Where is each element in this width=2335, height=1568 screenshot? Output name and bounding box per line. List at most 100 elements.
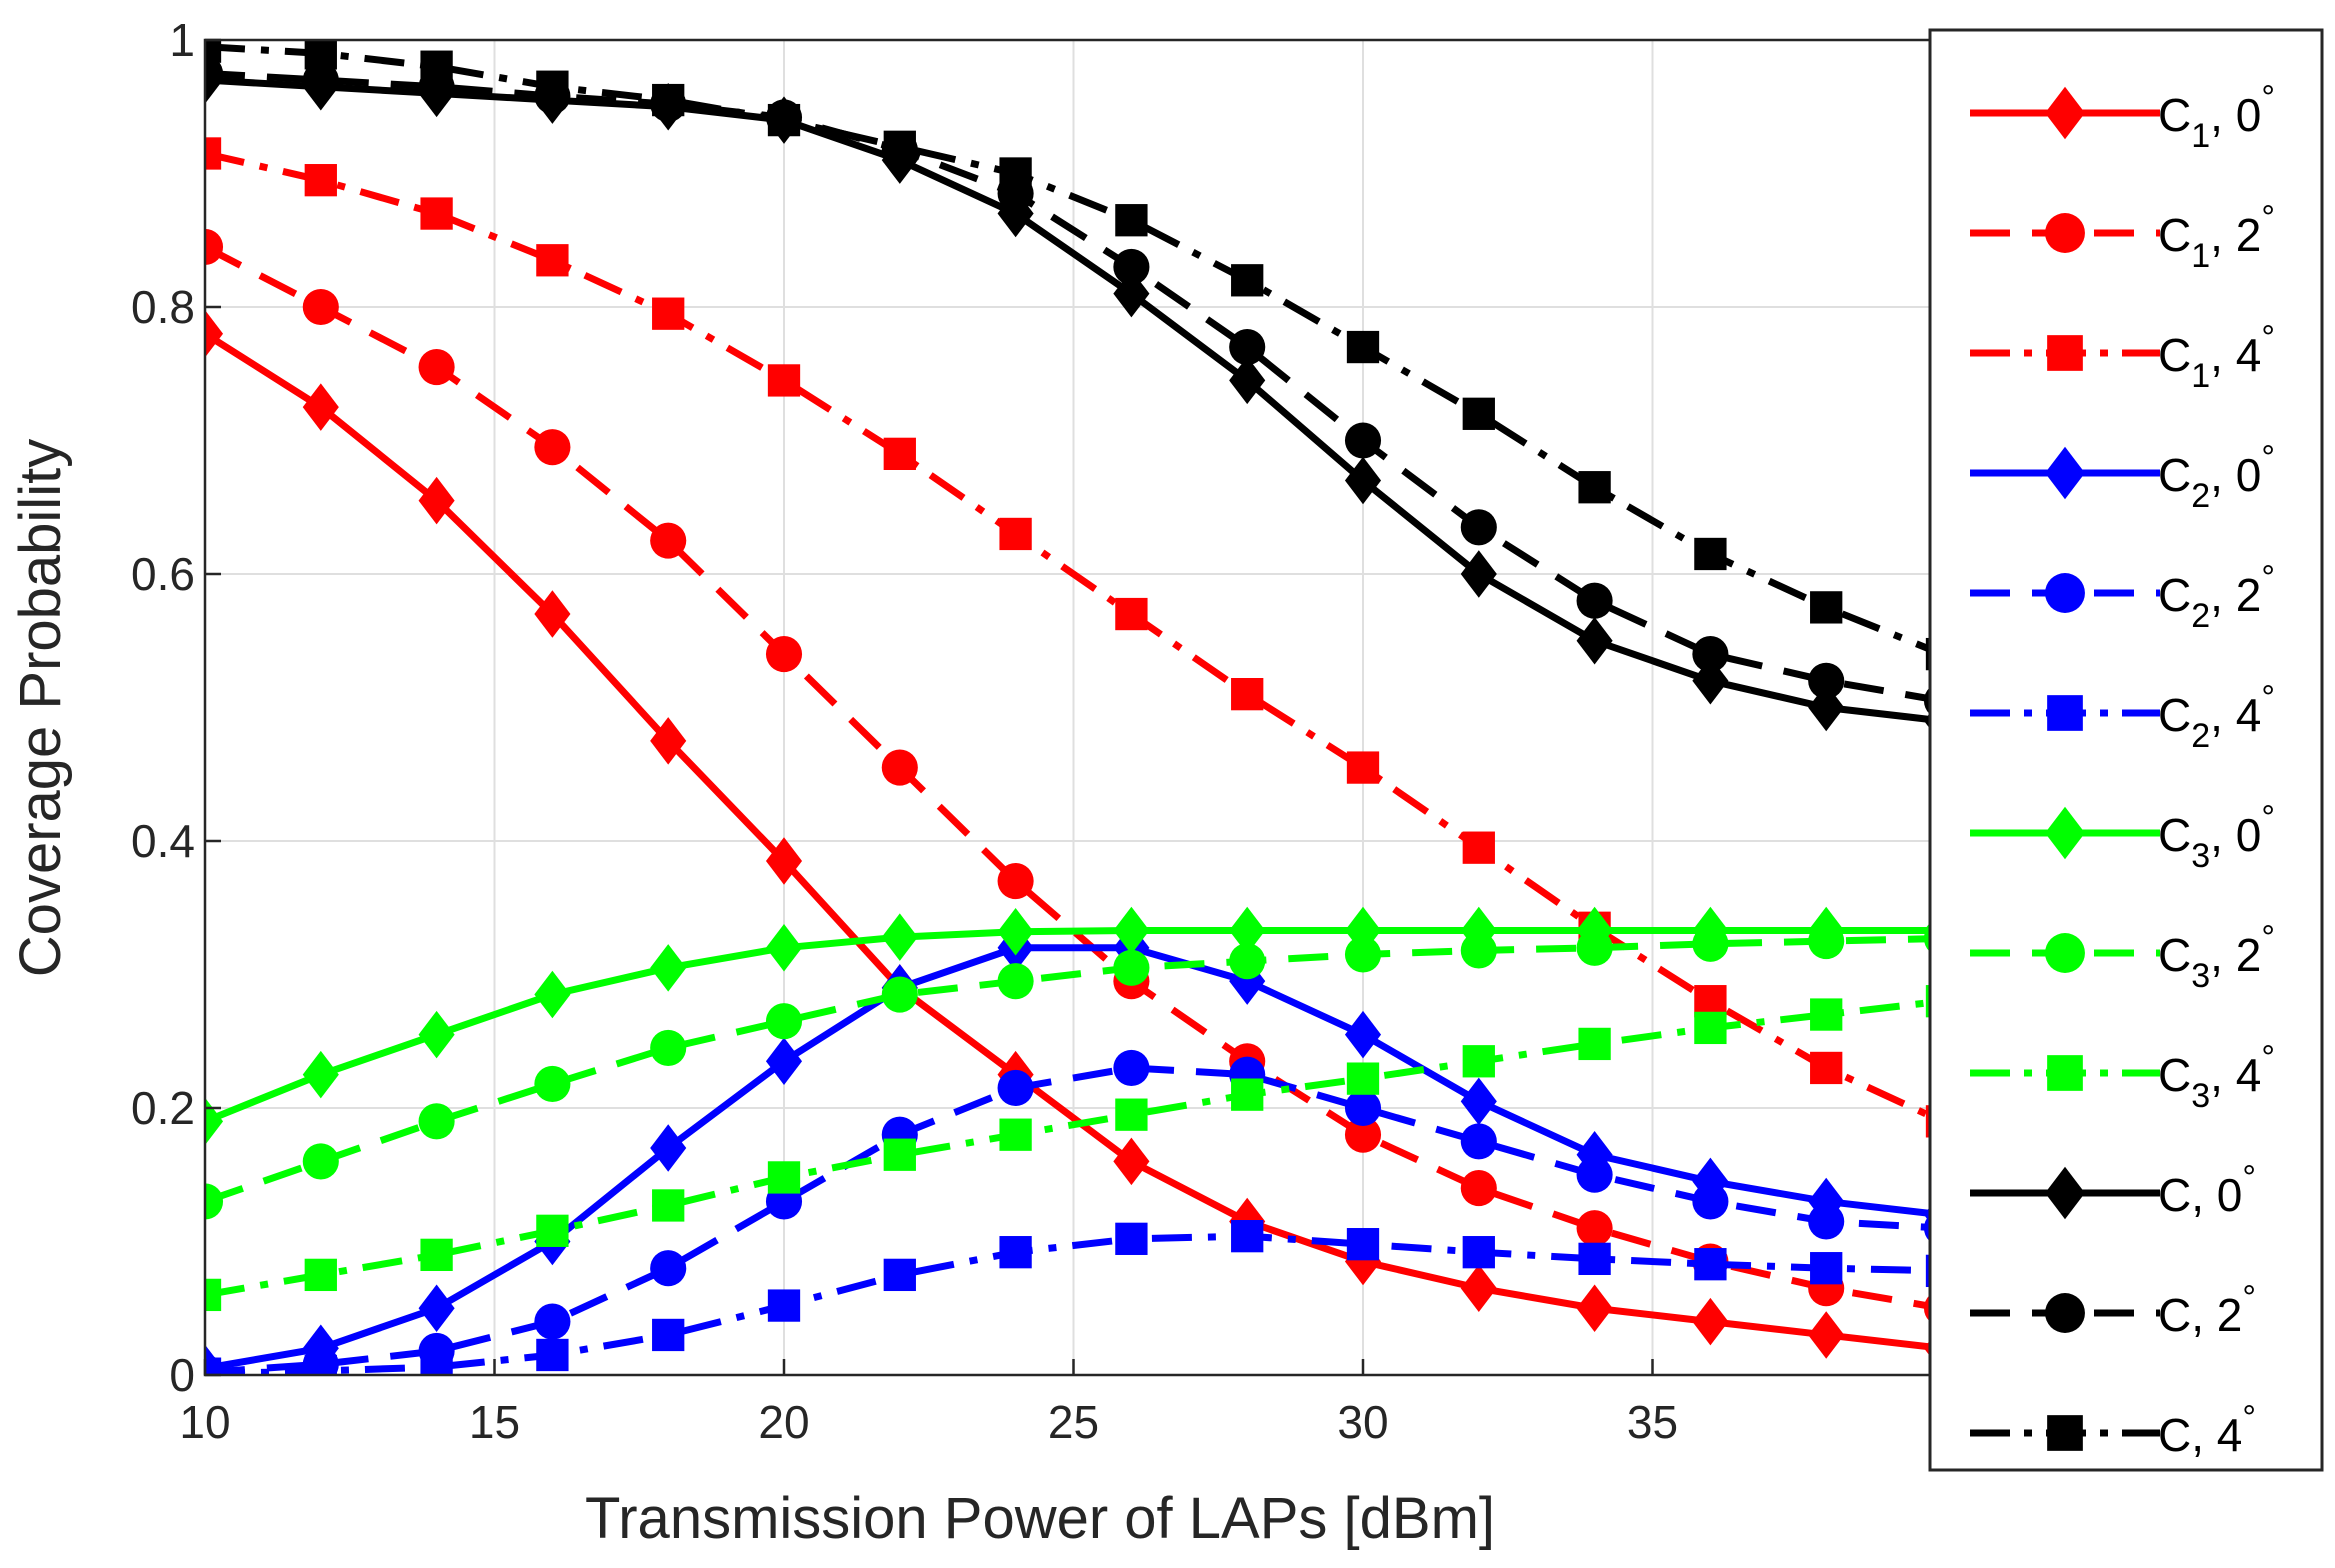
legend-entry-4: C2, 2° (1970, 559, 2275, 635)
legend-label-11: C, 4° (2158, 1399, 2256, 1461)
data-point-10-1 (302, 62, 339, 99)
legend-entry-7: C3, 2° (1970, 919, 2275, 995)
data-point-1-12 (1576, 1210, 1613, 1247)
axes: 10 15 20 25 30 35 0 0.2 0.4 0.6 0.8 1 (131, 14, 1944, 1448)
data-point-11-10 (1346, 330, 1380, 364)
data-point-4-12 (1576, 1156, 1613, 1193)
data-point-5-11 (1462, 1236, 1495, 1269)
series-line-11 (205, 43, 1942, 658)
data-point-1-4 (650, 522, 687, 559)
data-point-11-0 (205, 40, 222, 63)
data-point-5-4 (652, 1318, 685, 1352)
data-point-8-4 (652, 1189, 685, 1222)
data-point-0-4 (650, 717, 687, 765)
data-point-4-7 (997, 1069, 1034, 1107)
data-point-1-0 (205, 228, 224, 265)
data-point-11-4 (652, 83, 685, 117)
data-point-2-11 (1462, 831, 1495, 864)
data-point-11-11 (1462, 397, 1495, 430)
data-point-3-4 (650, 1124, 687, 1172)
legend-entry-1: C1, 2° (1970, 199, 2275, 275)
data-point-5-0 (205, 1357, 222, 1375)
data-point-8-9 (1231, 1078, 1264, 1111)
series-layer (205, 40, 1942, 1375)
data-point-5-12 (1578, 1242, 1611, 1276)
data-point-1-10 (1344, 1116, 1382, 1153)
data-point-11-8 (1115, 204, 1148, 237)
data-point-4-4 (650, 1250, 687, 1287)
legend-entry-10: C, 2° (1970, 1279, 2256, 1341)
legend-entry-8: C3, 4° (1970, 1039, 2275, 1115)
data-point-10-11 (1460, 509, 1497, 546)
series-line-2 (205, 150, 1942, 1125)
data-point-8-6 (883, 1138, 916, 1171)
data-point-9-10 (1344, 456, 1382, 505)
x-tick-label: 30 (1337, 1396, 1388, 1448)
data-point-10-10 (1344, 422, 1382, 459)
data-point-1-2 (418, 349, 455, 386)
data-point-0-1 (302, 383, 339, 431)
data-point-2-14 (1810, 1051, 1843, 1085)
legend-entry-11: C, 4° (1970, 1399, 2256, 1461)
data-point-8-3 (536, 1214, 569, 1247)
data-point-5-1 (304, 1354, 337, 1375)
data-point-1-5 (765, 636, 803, 673)
data-point-6-4 (650, 944, 687, 992)
data-point-8-7 (999, 1118, 1032, 1151)
legend-marker-8 (2047, 1055, 2083, 1091)
data-point-2-9 (1231, 678, 1264, 711)
legend-entry-6: C3, 0° (1970, 799, 2275, 875)
data-point-6-9 (1229, 906, 1266, 955)
series-8 (205, 985, 1942, 1312)
data-point-4-13 (1692, 1183, 1729, 1220)
data-point-9-12 (1576, 617, 1613, 665)
legend-label-2: C1, 4° (2158, 319, 2275, 395)
data-point-8-2 (420, 1238, 453, 1271)
legend-entry-2: C1, 4° (1970, 319, 2275, 395)
data-point-6-8 (1113, 906, 1150, 955)
data-point-2-3 (536, 244, 569, 277)
y-tick-label: 1 (169, 14, 195, 66)
data-point-0-12 (1576, 1284, 1613, 1332)
data-point-10-9 (1229, 329, 1266, 366)
data-point-11-5 (767, 103, 801, 137)
legend-marker-5 (2047, 695, 2083, 731)
data-point-7-6 (881, 976, 918, 1013)
data-point-7-13 (1692, 925, 1729, 962)
data-point-0-5 (765, 837, 803, 885)
data-point-11-14 (1810, 591, 1843, 624)
series-line-4 (205, 1064, 1942, 1375)
data-point-2-4 (652, 297, 685, 330)
data-point-7-9 (1229, 943, 1266, 980)
x-axis-label: Transmission Power of LAPs [dBm] (585, 1486, 1495, 1551)
data-point-4-3 (534, 1303, 571, 1340)
data-point-3-5 (765, 1037, 803, 1086)
data-point-6-5 (765, 924, 803, 972)
data-point-1-1 (302, 288, 339, 326)
data-point-6-2 (418, 1010, 455, 1059)
data-point-5-6 (883, 1258, 916, 1292)
data-point-0-8 (1113, 1137, 1150, 1186)
data-point-6-3 (534, 970, 571, 1019)
data-point-2-1 (304, 164, 337, 197)
data-point-0-11 (1460, 1264, 1497, 1312)
data-point-7-11 (1460, 932, 1497, 969)
series-2 (205, 137, 1942, 1138)
y-axis-label: Coverage Probability (8, 439, 73, 977)
series-line-9 (205, 76, 1942, 725)
series-7 (205, 920, 1942, 1220)
data-point-10-14 (1808, 662, 1845, 699)
legend-label-6: C3, 0° (2158, 799, 2275, 875)
data-point-4-8 (1113, 1049, 1150, 1086)
data-point-6-7 (997, 908, 1034, 956)
legend-marker-11 (2047, 1415, 2083, 1451)
data-point-10-13 (1692, 636, 1729, 673)
data-point-4-14 (1808, 1203, 1845, 1240)
x-tick-label: 15 (469, 1396, 520, 1448)
data-point-7-5 (765, 1003, 803, 1040)
data-point-11-12 (1578, 471, 1611, 504)
data-point-2-5 (767, 364, 801, 397)
data-point-7-1 (302, 1143, 339, 1180)
series-line-6 (205, 926, 1942, 1125)
legend-label-7: C3, 2° (2158, 919, 2275, 995)
